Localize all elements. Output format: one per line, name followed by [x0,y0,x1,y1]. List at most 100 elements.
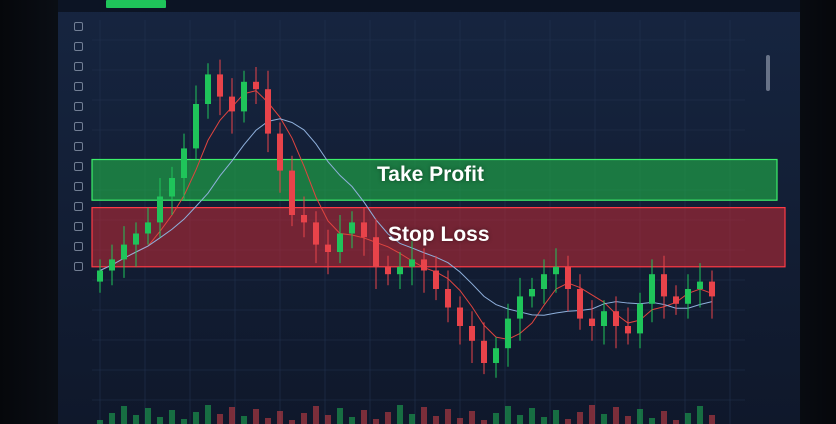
candle-body [625,326,631,334]
volume-bar [181,419,187,424]
volume-bar [673,420,679,424]
volume-bar [97,420,103,424]
candle-body [433,270,439,289]
crosshair-icon[interactable] [74,62,83,71]
volume-bar [613,407,619,424]
volume-bar [205,405,211,424]
candle-body [361,222,367,238]
magnet-icon[interactable] [74,202,83,211]
volume-bar [493,413,499,424]
volume-bar [529,408,535,424]
candle-body [577,289,583,319]
candle-body [313,222,319,245]
volume-bar [601,414,607,424]
home-icon[interactable] [74,22,83,31]
volume-bar [397,405,403,424]
volume-bar [421,407,427,424]
trend-line-icon[interactable] [74,82,83,91]
volume-bar [229,407,235,424]
lock-icon[interactable] [74,222,83,231]
candle-body [325,244,331,252]
volume-bar [577,412,583,424]
volume-bar [301,413,307,424]
candle-body [109,259,115,271]
candle-body [493,348,499,363]
stop-loss-band [91,207,786,268]
candle-body [697,281,703,289]
zoom-icon[interactable] [74,182,83,191]
eye-icon[interactable] [74,242,83,251]
candle-body [421,259,427,271]
candle-body [541,274,547,289]
candle-body [145,222,151,234]
volume-bar [277,411,283,424]
candle-body [349,222,355,234]
volume-bar [445,409,451,424]
volume-bar [121,406,127,424]
volume-bar [481,420,487,424]
candle-body [661,274,667,297]
volume-bar [349,417,355,424]
candle-body [673,296,679,304]
drawing-tools-sidebar [66,22,88,271]
text-icon[interactable] [74,142,83,151]
candle-body [457,307,463,326]
volume-bar [241,416,247,424]
candle-body [97,270,103,282]
volume-bar [685,413,691,424]
volume-bar [325,415,331,424]
candle-body [241,81,247,112]
volume-bar [637,409,643,424]
candle-body [385,266,391,275]
measure-icon[interactable] [74,162,83,171]
candle-body [229,96,235,112]
volume-bar [337,408,343,424]
candle-body [193,104,199,149]
volume-bar [541,417,547,424]
candle-body [181,148,187,178]
volume-bar [649,418,655,424]
volume-bar [193,412,199,424]
candle-body [205,74,211,104]
volume-bar [709,415,715,424]
volume-bar [553,410,559,424]
candle-body [169,178,175,197]
candle-body [613,311,619,326]
candle-body [301,215,307,223]
take-profit-label: Take Profit [377,163,484,186]
candle-body [649,274,655,304]
volume-bar [661,411,667,424]
volume-bar [385,412,391,424]
candle-body [601,311,607,326]
volume-bar [409,414,415,424]
fib-icon[interactable] [74,102,83,111]
trash-icon[interactable] [74,262,83,271]
candle-body [289,170,295,215]
volume-bar [157,417,163,424]
candle-body [685,289,691,304]
volume-bar [565,419,571,424]
candle-body [517,296,523,319]
candle-body [217,74,223,97]
shapes-icon[interactable] [74,122,83,131]
candle-body [337,233,343,252]
top-toolbar [58,0,800,12]
volume-bar [217,414,223,424]
volume-bar [433,416,439,424]
candle-body [133,233,139,245]
volume-bar [505,406,511,424]
chart-icon[interactable] [74,42,83,51]
volume-bar [373,419,379,424]
candle-body [469,326,475,341]
candle-body [373,237,379,267]
volume-bar [169,410,175,424]
candle-body [121,244,127,260]
volume-bar [697,406,703,424]
candle-body [409,259,415,267]
toolbar-button[interactable] [106,0,166,8]
take-profit-band [91,158,778,201]
candle-body [481,340,487,363]
candle-body [637,303,643,334]
price-scrollbar[interactable] [766,55,770,91]
